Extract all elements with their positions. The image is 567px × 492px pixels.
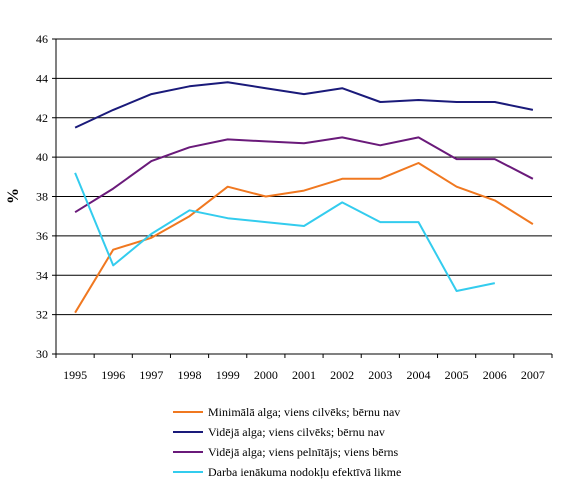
x-tick-labels: 1995 1996 1997 1998 1999 2000 2001 2002 2003 2004… — [63, 368, 545, 382]
x-tick-label: 1998 — [178, 368, 202, 382]
y-tick-labels: 30 32 34 36 38 40 42 44 46 — [36, 32, 48, 361]
y-tick-label: 44 — [36, 71, 48, 85]
series-line-1 — [74, 162, 534, 314]
series-line-2 — [74, 81, 534, 129]
series-line-3 — [74, 136, 534, 214]
y-tick-label: 42 — [36, 111, 48, 125]
series-lines — [74, 81, 534, 314]
x-tick-label: 2004 — [406, 368, 430, 382]
x-tick-label: 1999 — [216, 368, 240, 382]
x-tick-label: 2000 — [254, 368, 278, 382]
y-tick-label: 40 — [36, 150, 48, 164]
x-tick-label: 1995 — [63, 368, 87, 382]
x-tick-label: 2006 — [483, 368, 507, 382]
gridlines — [56, 38, 552, 316]
y-tick-label: 34 — [36, 268, 48, 282]
legend-label-4: Darba ienākuma nodokļu efektīvā likme — [208, 465, 401, 479]
x-tick-label: 2001 — [292, 368, 316, 382]
x-tick-label: 2007 — [521, 368, 545, 382]
x-tick-label: 2005 — [445, 368, 469, 382]
y-tick-label: 46 — [36, 32, 48, 46]
legend-label-3: Vidējā alga; viens pelnītājs; viens bērn… — [208, 445, 399, 459]
legend-label-1: Minimālā alga; viens cilvēks; bērnu nav — [208, 405, 400, 419]
x-tick-label: 1996 — [101, 368, 125, 382]
legend-label-2: Vidējā alga; viens cilvēks; bērnu nav — [208, 425, 385, 439]
x-tick-label: 1997 — [139, 368, 163, 382]
series-line-4 — [74, 172, 496, 292]
y-tick-label: 30 — [36, 347, 48, 361]
legend: Minimālā alga; viens cilvēks; bērnu nav V… — [173, 405, 401, 479]
x-tick-label: 2002 — [330, 368, 354, 382]
axes — [52, 38, 553, 358]
y-tick-label: 32 — [36, 308, 48, 322]
y-tick-label: 36 — [36, 229, 48, 243]
y-axis-label: % — [5, 188, 22, 204]
x-tick-label: 2003 — [368, 368, 392, 382]
y-tick-label: 38 — [36, 190, 48, 204]
